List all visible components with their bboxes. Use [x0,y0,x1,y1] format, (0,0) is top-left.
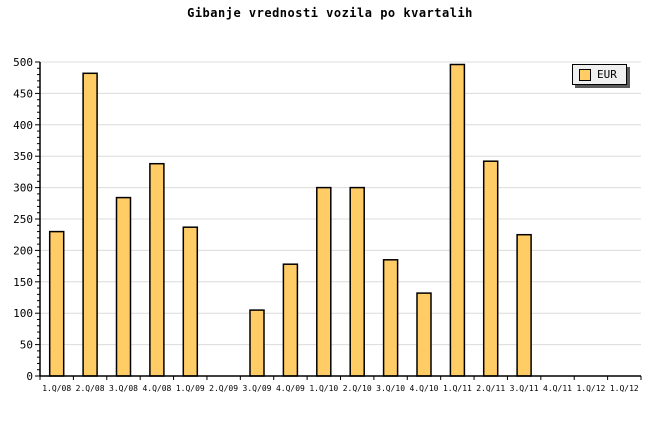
bar-2.Q/10 [349,186,365,377]
x-axis-tick-label: 2.Q/10 [343,384,372,393]
y-axis-tick-label: 400 [13,119,33,132]
bar-1.Q/10 [316,186,332,377]
bar-1.Q/08 [48,230,65,377]
legend-swatch-eur [579,68,591,81]
x-axis-tick-label: 2.Q/11 [476,384,505,393]
bar-2.Q/11 [482,160,499,377]
y-axis-tick-label: 50 [20,339,33,352]
x-axis-tick-label: 1.Q/10 [309,384,338,393]
x-axis-tick-label: 1.Q/09 [176,384,205,393]
bar-1.Q/09 [182,226,199,377]
y-axis-tick-label: 350 [13,150,33,163]
bar-4.Q/10 [416,292,432,377]
y-axis-tick-label: 300 [13,182,33,195]
x-axis-tick-label: 4.Q/10 [410,384,439,393]
x-axis-tick-label: 2.Q/08 [76,384,105,393]
legend-label: EUR [597,68,617,81]
bar-1.Q/11 [449,63,466,377]
y-axis-tick-label: 100 [13,307,33,320]
bar-4.Q/09 [282,263,299,377]
x-axis-tick-label: 1.Q/12 [610,384,639,393]
x-axis-tick-label: 1.Q/11 [443,384,472,393]
x-axis-tick-label: 3.Q/08 [109,384,138,393]
bar-4.Q/08 [149,162,165,377]
y-axis-tick-label: 500 [13,56,33,69]
chart-title: Gibanje vrednosti vozila po kvartalih [187,6,473,20]
y-axis-tick-label: 150 [13,276,33,289]
x-axis-tick-label: 1.Q/12 [576,384,605,393]
x-axis-tick-label: 4.Q/09 [276,384,305,393]
x-axis-tick-label: 4.Q/08 [142,384,171,393]
bar-3.Q/11 [516,233,532,377]
bar-3.Q/10 [382,259,399,377]
x-axis-tick-label: 3.Q/11 [510,384,539,393]
bar-2.Q/08 [82,72,98,377]
x-axis-tick-label: 4.Q/11 [543,384,572,393]
y-axis-tick-label: 0 [26,370,33,383]
bar-3.Q/09 [249,309,265,377]
x-axis-tick-label: 3.Q/10 [376,384,405,393]
y-axis-tick-label: 200 [13,244,33,257]
x-axis-tick-label: 2.Q/09 [209,384,238,393]
x-axis-tick-label: 1.Q/08 [42,384,71,393]
x-axis-tick-label: 3.Q/09 [243,384,272,393]
legend: EUR [572,64,627,85]
y-axis-tick-label: 250 [13,213,33,226]
bar-3.Q/08 [115,196,132,377]
y-axis-tick-label: 450 [13,87,33,100]
